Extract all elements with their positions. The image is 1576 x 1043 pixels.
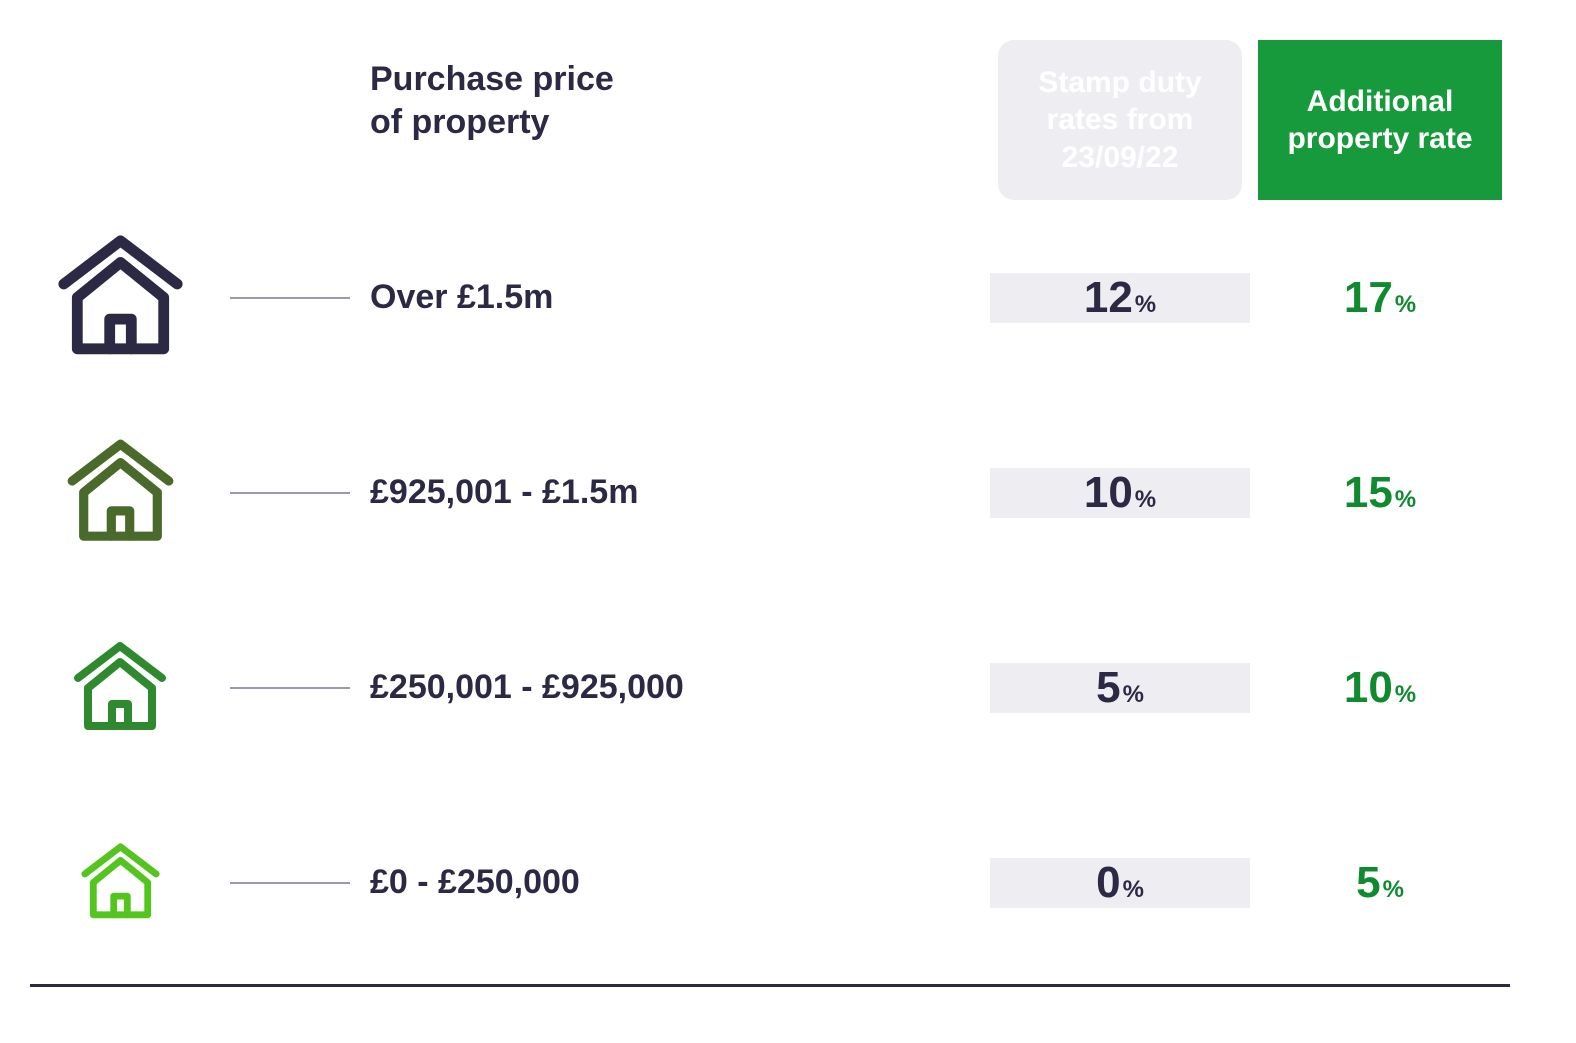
header-spacer-icon bbox=[30, 40, 210, 200]
stamp-pct: 0% bbox=[990, 858, 1250, 908]
house-icon bbox=[30, 435, 210, 550]
connector-dash bbox=[210, 297, 370, 299]
table-row: Over £1.5m 12% 17% bbox=[30, 200, 1510, 395]
additional-pct: 15% bbox=[1250, 468, 1510, 518]
house-icon bbox=[30, 230, 210, 365]
stamp-duty-table: Purchase priceof property Stamp duty rat… bbox=[30, 40, 1510, 987]
header-spacer-dash bbox=[210, 40, 370, 200]
additional-pct: 17% bbox=[1250, 273, 1510, 323]
header-row: Purchase priceof property Stamp duty rat… bbox=[30, 40, 1510, 200]
connector-dash bbox=[210, 687, 370, 689]
header-price: Purchase priceof property bbox=[370, 40, 990, 200]
house-icon bbox=[30, 840, 210, 925]
price-range-label: £0 - £250,000 bbox=[370, 863, 990, 902]
connector-dash bbox=[210, 492, 370, 494]
header-stamp-pill: Stamp duty rates from 23/09/22 bbox=[998, 40, 1242, 200]
additional-pct: 5% bbox=[1250, 858, 1510, 908]
connector-dash bbox=[210, 882, 370, 884]
header-additional-pill: Additional property rate bbox=[1258, 40, 1502, 200]
price-range-label: £925,001 - £1.5m bbox=[370, 473, 990, 512]
additional-pct: 10% bbox=[1250, 663, 1510, 713]
price-range-label: Over £1.5m bbox=[370, 278, 990, 317]
price-range-label: £250,001 - £925,000 bbox=[370, 668, 990, 707]
stamp-pct: 10% bbox=[990, 468, 1250, 518]
footer-divider bbox=[30, 984, 1510, 987]
stamp-pct: 12% bbox=[990, 273, 1250, 323]
table-row: £925,001 - £1.5m 10% 15% bbox=[30, 395, 1510, 590]
table-row: £0 - £250,000 0% 5% bbox=[30, 785, 1510, 980]
stamp-pct: 5% bbox=[990, 663, 1250, 713]
house-icon bbox=[30, 638, 210, 738]
table-row: £250,001 - £925,000 5% 10% bbox=[30, 590, 1510, 785]
